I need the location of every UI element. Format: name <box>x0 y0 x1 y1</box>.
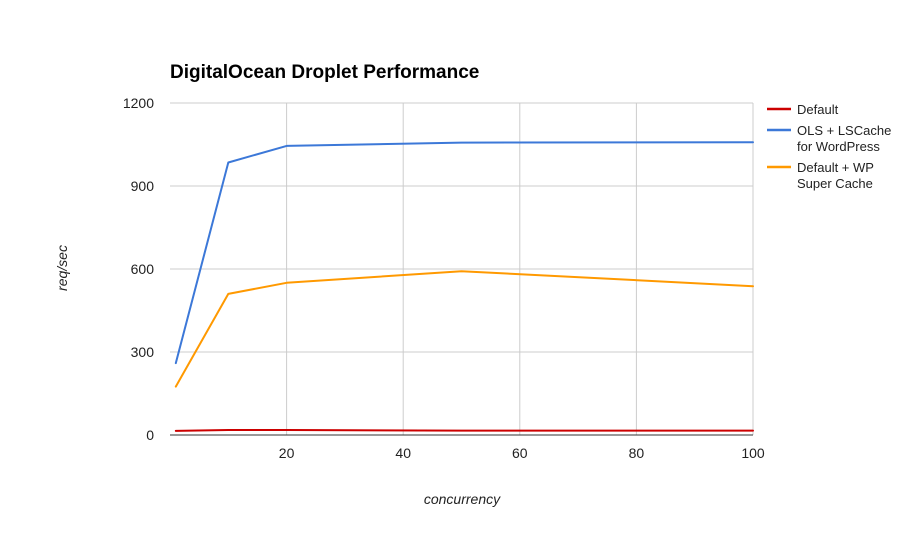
y-tick-label: 600 <box>131 261 155 277</box>
series-line-0 <box>174 429 754 432</box>
x-tick-label: 100 <box>741 445 765 461</box>
legend-label-2: Default + WP <box>797 160 874 175</box>
series-line-1 <box>174 141 754 365</box>
y-tick-label: 900 <box>131 178 155 194</box>
x-axis-title: concurrency <box>424 491 501 507</box>
series-line-2 <box>174 270 754 388</box>
legend-label-1: OLS + LSCache <box>797 123 891 138</box>
legend-label-0: Default <box>797 102 839 117</box>
grid <box>170 102 754 435</box>
x-tick-label: 80 <box>629 445 645 461</box>
legend-label-2: Super Cache <box>797 176 873 191</box>
y-tick-label: 300 <box>131 344 155 360</box>
y-tick-label: 0 <box>146 427 154 443</box>
x-tick-label: 40 <box>395 445 411 461</box>
legend-label-1: for WordPress <box>797 139 880 154</box>
series-lines <box>174 141 754 432</box>
x-tick-label: 60 <box>512 445 528 461</box>
axes: 0 300 600 900 1200 20 40 60 80 100 <box>123 95 765 461</box>
x-tick-label: 20 <box>279 445 295 461</box>
chart-title: DigitalOcean Droplet Performance <box>170 62 479 83</box>
y-tick-label: 1200 <box>123 95 154 111</box>
y-axis-title: req/sec <box>54 245 70 291</box>
